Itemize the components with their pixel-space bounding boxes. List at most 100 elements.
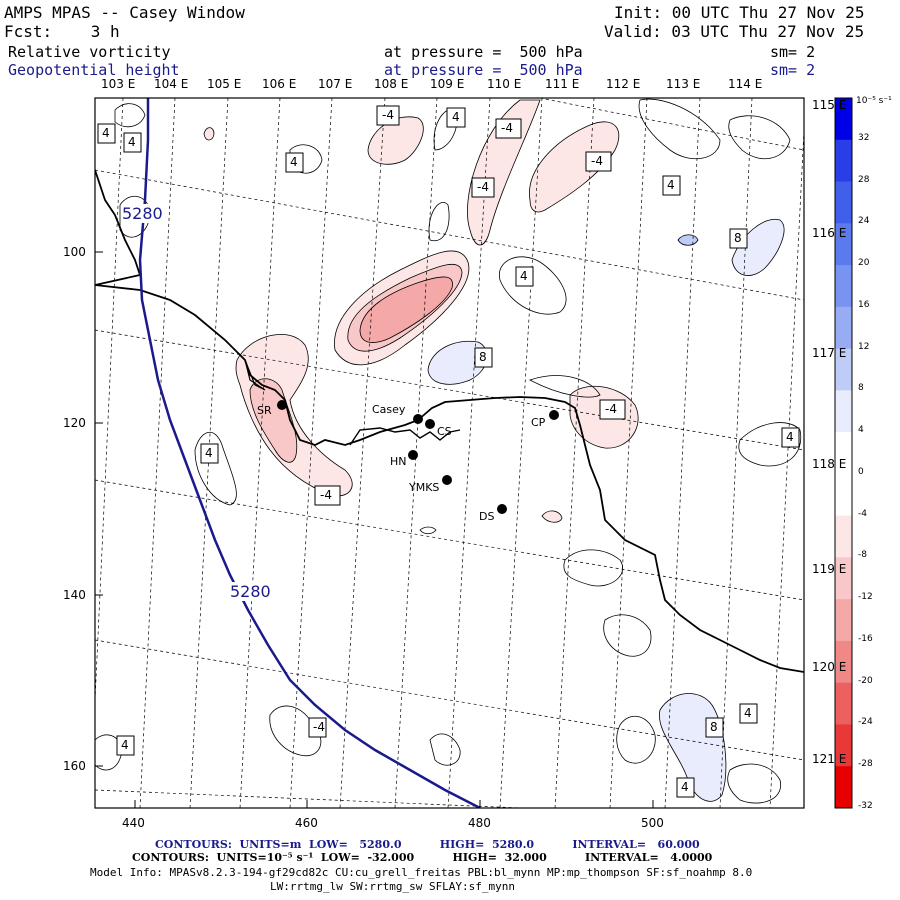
contour-label: 4 xyxy=(452,110,460,124)
footer-vorticity-contours: CONTOURS: UNITS=10⁻⁵ s⁻¹ LOW= -32.000 HI… xyxy=(132,851,713,864)
lon-label: 118 E xyxy=(812,457,847,471)
colorbar-tick-label: 16 xyxy=(858,299,870,310)
colorbar-unit: 10⁻⁵ s⁻¹ xyxy=(856,96,892,106)
lon-label: 105 E xyxy=(207,77,242,91)
colorbar-segment xyxy=(835,265,852,308)
colorbar-segment xyxy=(835,599,852,642)
contour-label: -4 xyxy=(501,121,513,135)
lon-label: 117 E xyxy=(812,346,847,360)
colorbar-tick-label: 0 xyxy=(858,466,864,477)
contour-label: -4 xyxy=(320,488,332,502)
colorbar-segment xyxy=(835,640,852,684)
colorbar-segment xyxy=(835,724,852,767)
station-label-cp: CP xyxy=(531,416,546,429)
x-tick-label: 480 xyxy=(468,816,491,830)
station-ymks-marker xyxy=(442,475,452,485)
colorbar-tick-label: -28 xyxy=(858,759,873,770)
lon-label: 115 E xyxy=(812,98,847,112)
colorbar-tick-label: -4 xyxy=(858,508,867,519)
contour-label: -4 xyxy=(382,108,394,122)
footer-model-info-2: LW:rrtmg_lw SW:rrtmg_sw SFLAY:sf_mynn xyxy=(270,880,516,893)
colorbar-segment xyxy=(835,473,852,517)
lon-label: 116 E xyxy=(812,226,847,240)
contour-label: 4 xyxy=(205,446,213,460)
contour-label: 4 xyxy=(121,738,129,752)
colorbar-segment xyxy=(835,766,852,809)
colorbar-tick-label: -16 xyxy=(858,633,873,644)
colorbar-tick-label: 20 xyxy=(858,258,870,269)
lon-label: 108 E xyxy=(374,77,409,91)
lon-label: 104 E xyxy=(154,77,189,91)
footer-height-contours: CONTOURS: UNITS=m LOW= 5280.0 HIGH= 5280… xyxy=(155,838,700,851)
coastline xyxy=(95,169,804,673)
field1-name: Relative vorticity xyxy=(8,43,171,61)
contour-label: 4 xyxy=(290,155,298,169)
contour-label: 8 xyxy=(734,231,742,245)
lon-label: 113 E xyxy=(666,77,701,91)
colorbar-segment xyxy=(835,557,852,600)
y-tick-label: 120 xyxy=(63,416,86,430)
lon-label: 111 E xyxy=(545,77,580,91)
colorbar-segment xyxy=(835,139,852,183)
y-tick-label: 100 xyxy=(63,245,86,259)
lon-label: 106 E xyxy=(262,77,297,91)
colorbar-segment xyxy=(835,98,852,141)
colorbar-segment xyxy=(835,223,852,266)
colorbar-segment xyxy=(835,390,852,433)
colorbar-tick-label: -12 xyxy=(858,592,873,603)
footer-model-info: Model Info: MPASv8.2.3-194-gf29cd82c CU:… xyxy=(90,866,753,879)
field2-level: at pressure = 500 hPa xyxy=(384,61,583,79)
contour-label: -4 xyxy=(591,154,603,168)
colorbar-segment xyxy=(835,515,852,558)
station-hn-marker xyxy=(408,450,418,460)
contour-label: 4 xyxy=(128,135,136,149)
station-label-ds: DS xyxy=(479,510,495,523)
station-label-casey: Casey xyxy=(372,403,406,416)
x-tick-label: 500 xyxy=(641,816,664,830)
colorbar-segment xyxy=(835,306,852,350)
x-tick-label: 440 xyxy=(122,816,145,830)
map-frame xyxy=(94,97,805,809)
contour-label: -4 xyxy=(605,402,617,416)
colorbar-segment xyxy=(835,348,852,391)
height-contour-label: 5280 xyxy=(230,582,271,601)
lon-label: 112 E xyxy=(606,77,641,91)
colorbar-tick-label: 4 xyxy=(858,425,864,436)
station-markers xyxy=(277,400,559,514)
contour-label: -4 xyxy=(477,180,489,194)
colorbar-tick-label: -32 xyxy=(858,801,873,811)
colorbar-segment xyxy=(835,682,852,725)
contour-label: 4 xyxy=(667,178,675,192)
colorbar xyxy=(835,98,852,809)
colorbar-segment xyxy=(835,181,852,224)
colorbar-tick-label: 28 xyxy=(858,174,870,185)
station-ds-marker xyxy=(497,504,507,514)
contour-label: 4 xyxy=(786,430,794,444)
colorbar-tick-label: 24 xyxy=(858,216,870,227)
lon-label: 121 E xyxy=(812,752,847,766)
colorbar-tick-label: -24 xyxy=(858,717,873,728)
lon-label: 103 E xyxy=(101,77,136,91)
field2-smoothing: sm= 2 xyxy=(770,61,816,79)
field2-name: Geopotential height xyxy=(8,61,180,79)
model-title: AMPS MPAS -- Casey Window xyxy=(4,3,245,22)
colorbar-tick-label: -20 xyxy=(858,675,873,686)
colorbar-tick-label: 8 xyxy=(858,383,864,394)
station-cs-marker xyxy=(425,419,435,429)
geopotential-height-5280-line xyxy=(138,98,481,808)
lon-label: 119 E xyxy=(812,562,847,576)
lon-label: 120 E xyxy=(812,660,847,674)
contour-label: 4 xyxy=(744,706,752,720)
forecast-hour: Fcst: 3 h xyxy=(4,22,120,41)
contour-label: 4 xyxy=(102,126,110,140)
station-label-ymks: YMKS xyxy=(409,481,440,494)
x-tick-label: 460 xyxy=(295,816,318,830)
lon-label: 114 E xyxy=(728,77,763,91)
init-time: Init: 00 UTC Thu 27 Nov 25 xyxy=(614,3,865,22)
contour-label: 4 xyxy=(681,780,689,794)
valid-time: Valid: 03 UTC Thu 27 Nov 25 xyxy=(604,22,865,41)
lon-label: 110 E xyxy=(487,77,522,91)
field1-smoothing: sm= 2 xyxy=(770,43,816,61)
station-label-hn: HN xyxy=(390,455,407,468)
